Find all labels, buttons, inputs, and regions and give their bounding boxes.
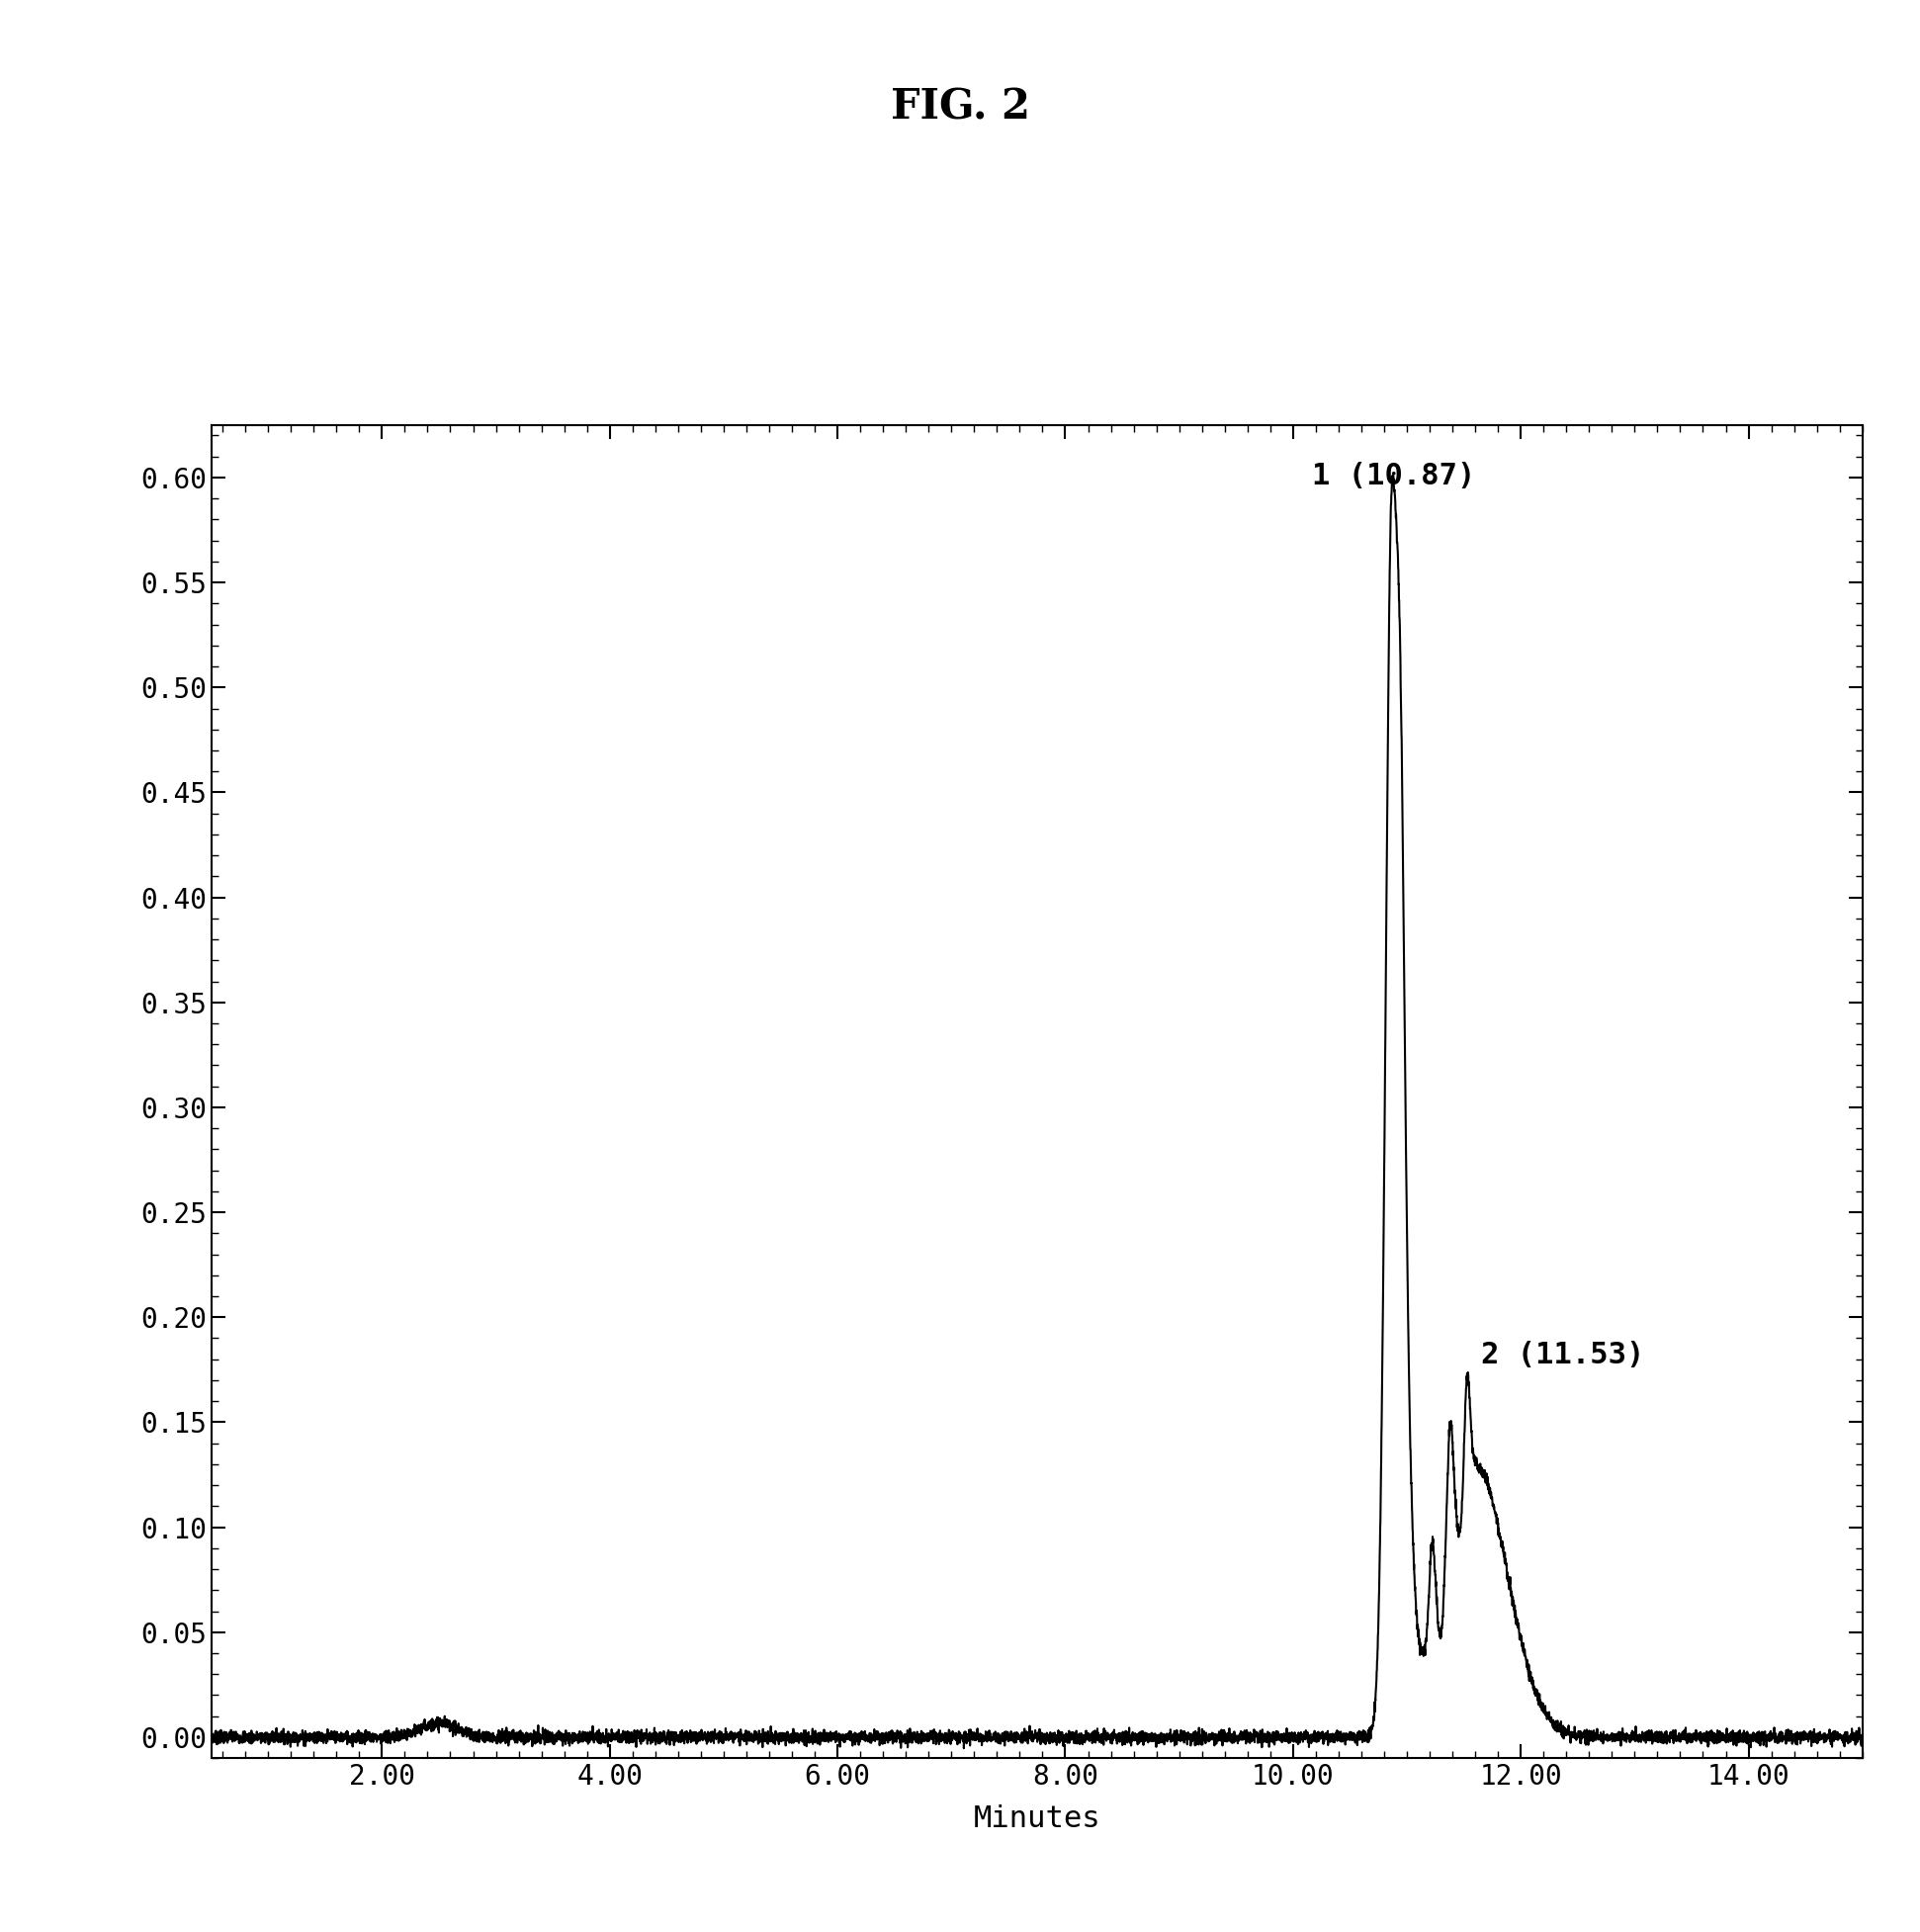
Text: FIG. 2: FIG. 2 <box>891 87 1029 128</box>
X-axis label: Minutes: Minutes <box>973 1804 1100 1833</box>
Text: 1 (10.87): 1 (10.87) <box>1313 462 1476 491</box>
Text: 2 (11.53): 2 (11.53) <box>1480 1341 1644 1370</box>
